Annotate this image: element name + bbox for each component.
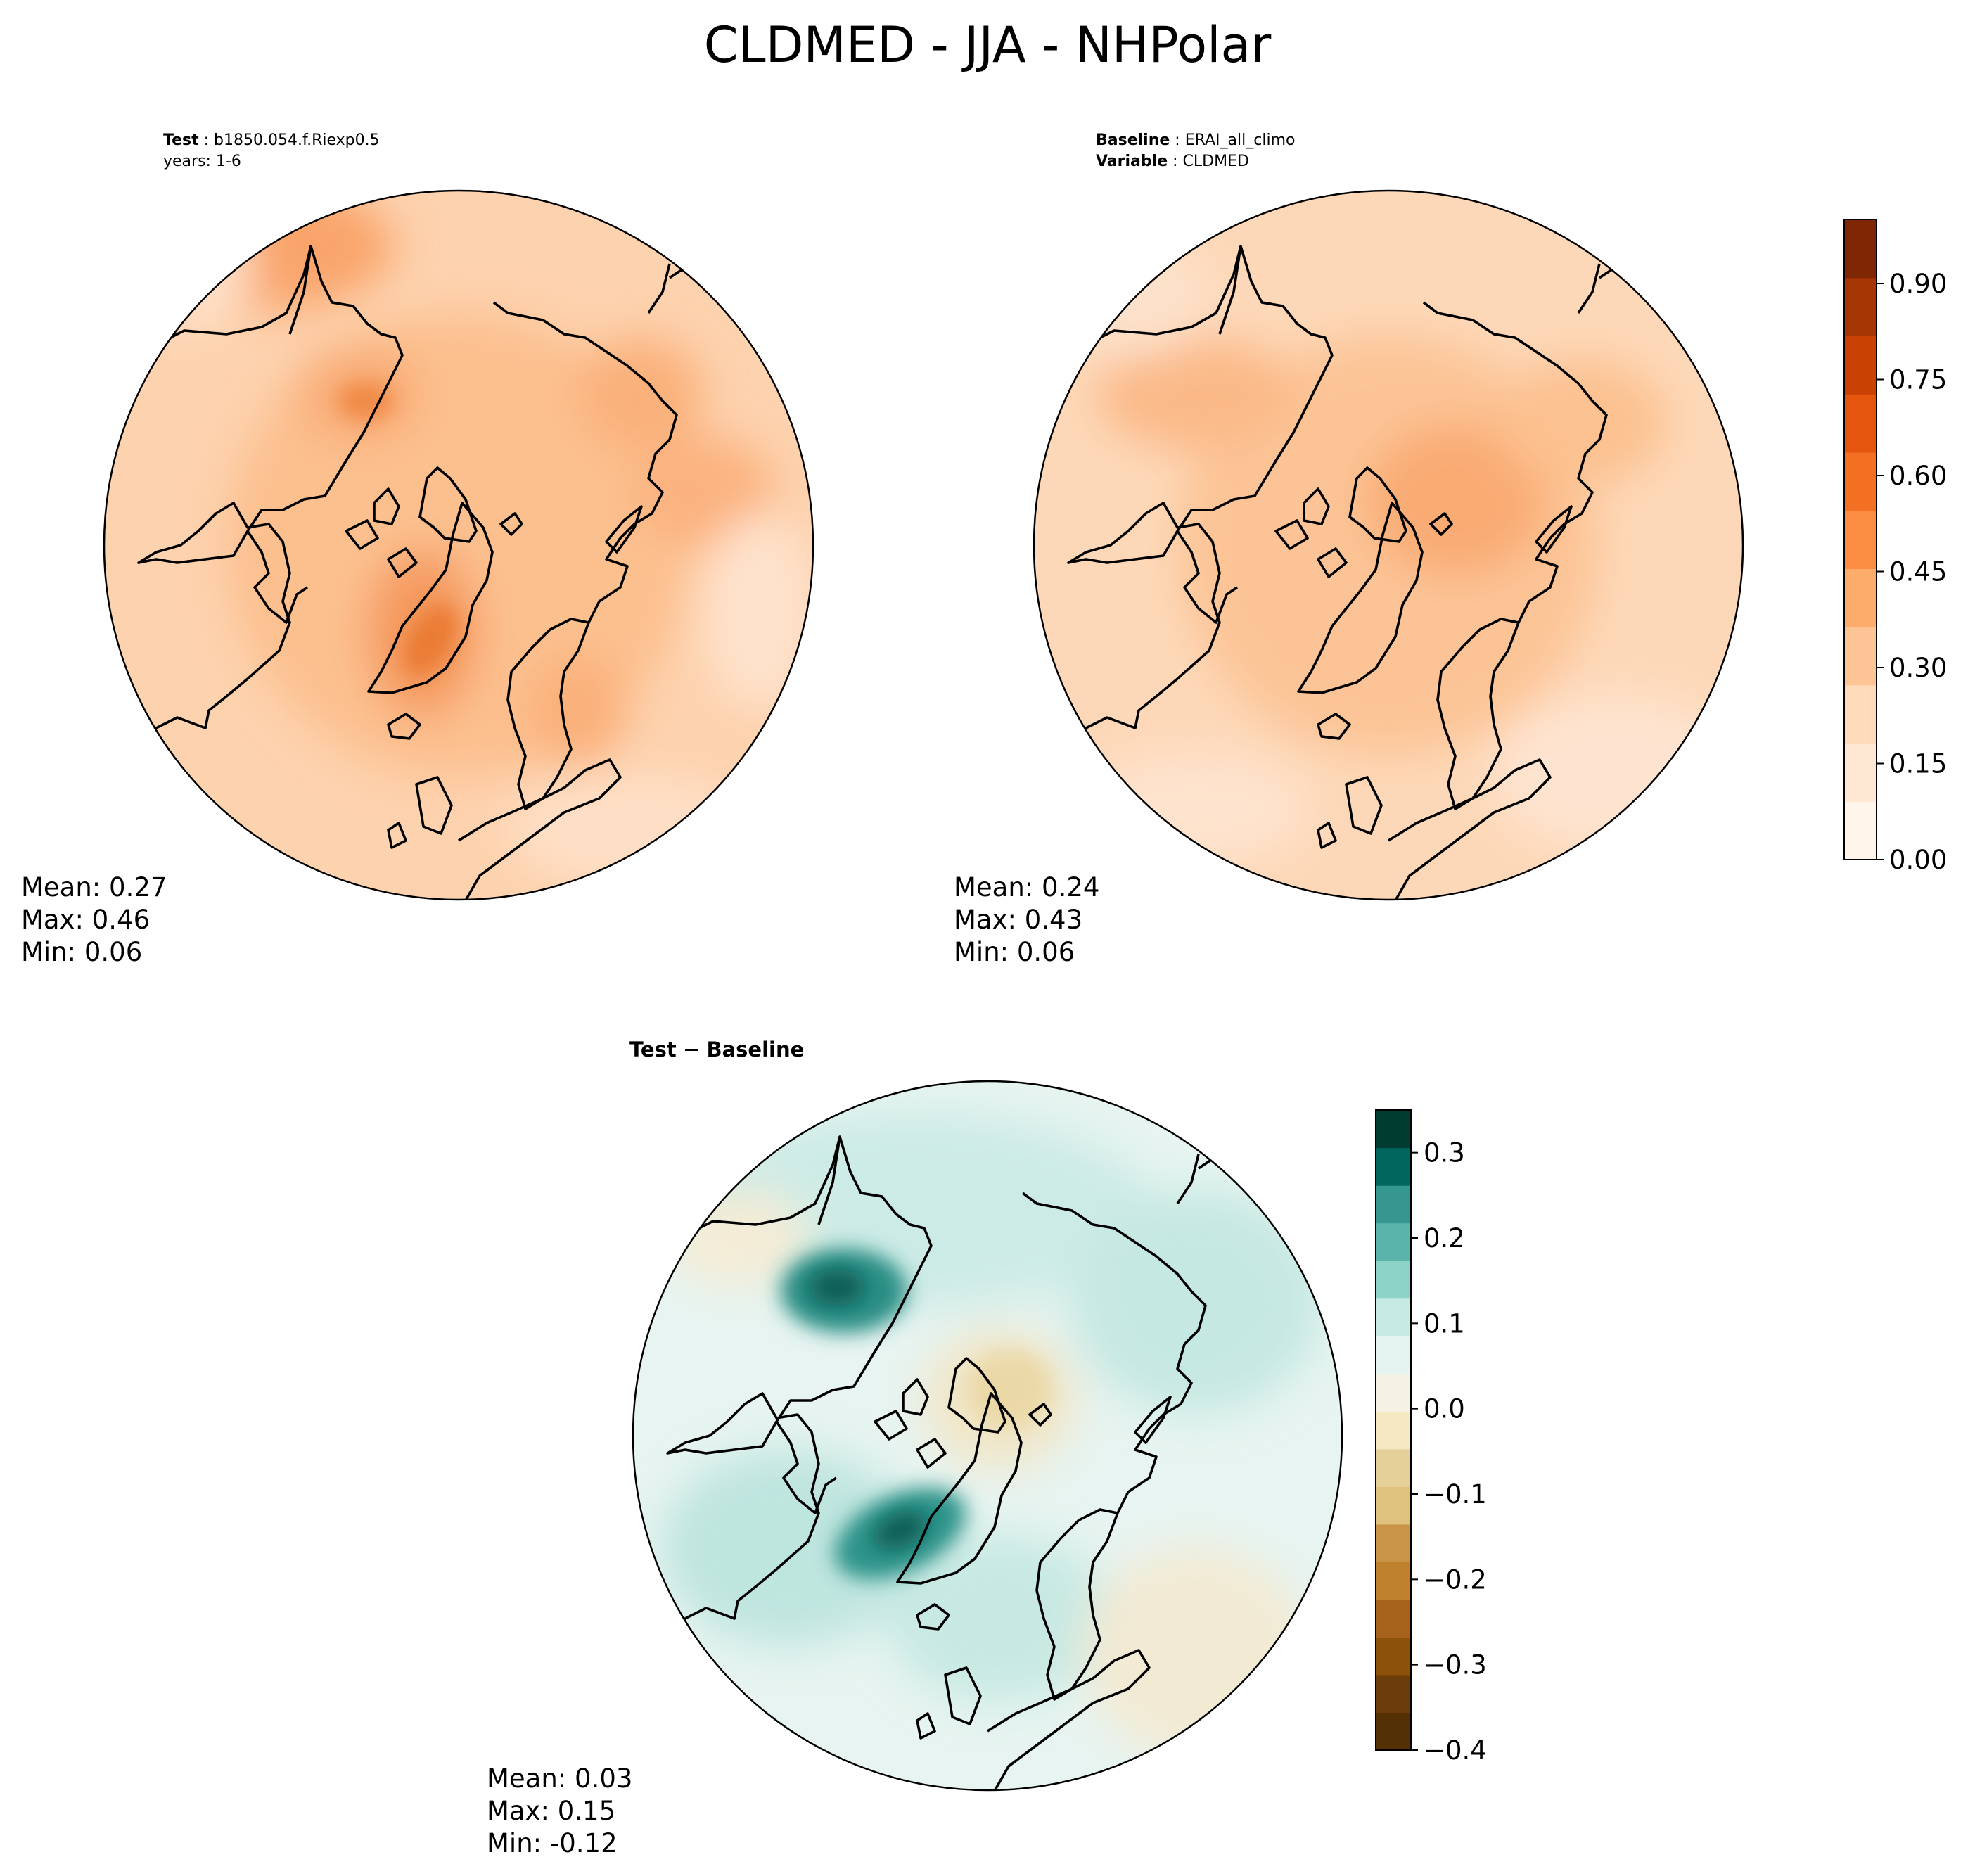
- colorbar-segment: [1376, 1674, 1411, 1714]
- diff-min: Min: -0.12: [487, 1828, 618, 1858]
- colorbar-tick-label: 0.00: [1889, 845, 1947, 875]
- colorbar-tick-label: −0.2: [1424, 1564, 1487, 1595]
- colorbar-segment: [1376, 1712, 1411, 1751]
- test-panel: Test : b1850.054.f.Riexp0.5 years: 1-6: [21, 132, 814, 967]
- variable-name: CLDMED: [1183, 153, 1249, 170]
- baseline-panel: Baseline : ERAI_all_climo Variable : CLD…: [954, 132, 1744, 967]
- svg-text:Baseline : ERAI_all_climo: Baseline : ERAI_all_climo: [1096, 132, 1295, 149]
- colorbar-segment: [1376, 1147, 1411, 1186]
- colorbar-segment: [1376, 1185, 1411, 1224]
- colorbar-tick-label: 0.15: [1889, 749, 1947, 779]
- test-min: Min: 0.06: [21, 937, 142, 967]
- colorbar-segment: [1844, 219, 1877, 279]
- colorbar-segment: [1844, 336, 1877, 395]
- colorbar-segment: [1376, 1336, 1411, 1374]
- colorbar-segment: [1376, 1411, 1411, 1450]
- diff-colorbar: 0.3 0.2 0.1 0.0 −0.1 −0.2 −0.3 −0.4: [1375, 1109, 1487, 1766]
- colorbar-segment: [1844, 743, 1877, 802]
- colorbar-tick-label: −0.1: [1424, 1479, 1487, 1510]
- colorbar-tick-label: 0.0: [1424, 1394, 1465, 1424]
- diff-panel: Test − Baseline: [487, 1038, 1343, 1858]
- colorbar-tick-label: −0.4: [1424, 1735, 1487, 1766]
- colorbar-tick-label: −0.3: [1424, 1650, 1487, 1680]
- diff-mean: Mean: 0.03: [487, 1763, 632, 1794]
- colorbar-tick-label: 0.45: [1889, 557, 1947, 587]
- colorbar-tick-label: 0.75: [1889, 365, 1947, 395]
- colorbar-segment: [1844, 510, 1877, 569]
- colorbar-segment: [1376, 1448, 1411, 1487]
- figure-title: CLDMED - JJA - NHPolar: [704, 16, 1272, 74]
- colorbar-segment: [1376, 1562, 1411, 1600]
- baseline-map: [1034, 191, 1743, 900]
- baseline-min: Min: 0.06: [954, 937, 1075, 967]
- colorbar-segment: [1376, 1298, 1411, 1336]
- colorbar-segment: [1844, 452, 1877, 511]
- colorbar-tick-label: 0.2: [1424, 1223, 1465, 1253]
- colorbar-tick-label: 0.60: [1889, 461, 1947, 491]
- svg-text:Test : b1850.054.f.Riexp0.5: Test : b1850.054.f.Riexp0.5: [163, 132, 380, 149]
- colorbar-frame: [1375, 1109, 1412, 1751]
- main-colorbar: 0.00 0.15 0.30 0.45 0.60 0.75 0.90: [1843, 219, 1947, 875]
- baseline-mean: Mean: 0.24: [954, 872, 1099, 902]
- colorbar-segment: [1376, 1599, 1411, 1638]
- diff-map: [633, 1081, 1342, 1790]
- colorbar-tick-label: 0.1: [1424, 1308, 1465, 1339]
- colorbar-segment: [1376, 1637, 1411, 1676]
- svg-text:Variable : CLDMED: Variable : CLDMED: [1096, 153, 1249, 170]
- colorbar-segment: [1844, 801, 1877, 860]
- colorbar-segment: [1376, 1110, 1411, 1149]
- colorbar-segment: [1376, 1223, 1411, 1261]
- variable-label: Variable: [1096, 153, 1168, 170]
- test-years: years: 1-6: [163, 153, 241, 170]
- colorbar-segment: [1376, 1486, 1411, 1525]
- colorbar-frame: [1843, 219, 1877, 860]
- colorbar-segment: [1844, 277, 1877, 337]
- test-case-name: b1850.054.f.Riexp0.5: [214, 132, 380, 149]
- colorbar-tick-label: 0.90: [1889, 269, 1947, 299]
- baseline-label: Baseline: [1096, 132, 1170, 149]
- colorbar-segment: [1844, 627, 1877, 686]
- test-label: Test: [163, 132, 199, 149]
- colorbar-segment: [1376, 1373, 1411, 1412]
- colorbar-segment: [1376, 1261, 1411, 1299]
- colorbar-tick-label: 0.30: [1889, 653, 1947, 683]
- colorbar-tick-label: 0.3: [1424, 1138, 1465, 1168]
- colorbar-segment: [1376, 1524, 1411, 1562]
- colorbar-segment: [1844, 568, 1877, 627]
- baseline-max: Max: 0.43: [954, 905, 1082, 935]
- test-mean: Mean: 0.27: [21, 872, 167, 902]
- diff-max: Max: 0.15: [487, 1796, 615, 1826]
- colorbar-segment: [1844, 684, 1877, 744]
- baseline-case-name: ERAI_all_climo: [1185, 132, 1296, 149]
- diff-title: Test − Baseline: [629, 1038, 804, 1061]
- test-max: Max: 0.46: [21, 905, 150, 935]
- colorbar-segment: [1844, 394, 1877, 453]
